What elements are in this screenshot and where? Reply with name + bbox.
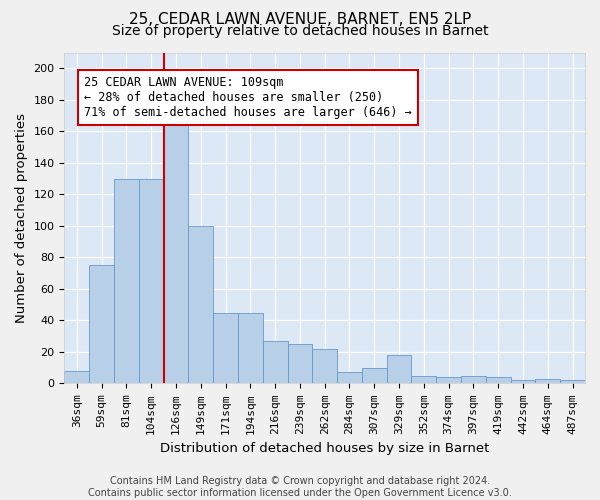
Bar bbox=[287, 344, 313, 384]
Bar bbox=[486, 377, 511, 384]
Bar bbox=[386, 355, 412, 384]
Bar bbox=[64, 371, 89, 384]
Bar bbox=[313, 349, 337, 384]
Bar bbox=[337, 372, 362, 384]
Bar bbox=[511, 380, 535, 384]
Bar bbox=[412, 376, 436, 384]
Bar bbox=[89, 265, 114, 384]
Y-axis label: Number of detached properties: Number of detached properties bbox=[15, 113, 28, 323]
Bar bbox=[213, 312, 238, 384]
X-axis label: Distribution of detached houses by size in Barnet: Distribution of detached houses by size … bbox=[160, 442, 490, 455]
Bar bbox=[560, 380, 585, 384]
Bar bbox=[263, 341, 287, 384]
Bar bbox=[461, 376, 486, 384]
Bar bbox=[238, 312, 263, 384]
Bar bbox=[139, 178, 164, 384]
Text: Size of property relative to detached houses in Barnet: Size of property relative to detached ho… bbox=[112, 24, 488, 38]
Text: 25, CEDAR LAWN AVENUE, BARNET, EN5 2LP: 25, CEDAR LAWN AVENUE, BARNET, EN5 2LP bbox=[129, 12, 471, 28]
Text: 25 CEDAR LAWN AVENUE: 109sqm
← 28% of detached houses are smaller (250)
71% of s: 25 CEDAR LAWN AVENUE: 109sqm ← 28% of de… bbox=[84, 76, 412, 119]
Bar bbox=[114, 178, 139, 384]
Bar bbox=[188, 226, 213, 384]
Bar bbox=[436, 377, 461, 384]
Bar bbox=[164, 124, 188, 384]
Bar bbox=[362, 368, 386, 384]
Text: Contains HM Land Registry data © Crown copyright and database right 2024.
Contai: Contains HM Land Registry data © Crown c… bbox=[88, 476, 512, 498]
Bar bbox=[535, 378, 560, 384]
